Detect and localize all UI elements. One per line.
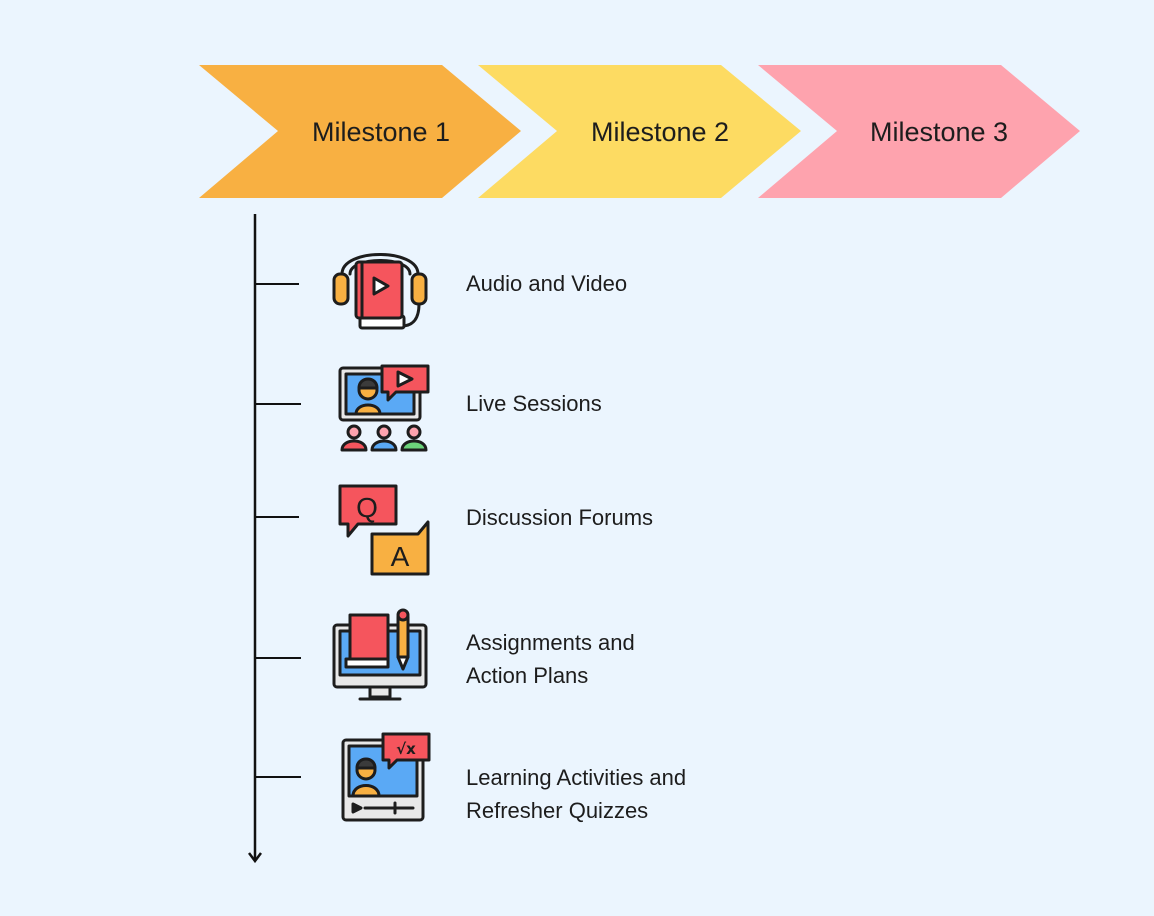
milestone-chevrons	[199, 65, 1080, 198]
item-label-line: Action Plans	[466, 663, 589, 688]
item-label-line: Live Sessions	[466, 391, 602, 416]
timeline-axis	[248, 214, 301, 864]
svg-text:A: A	[391, 541, 410, 572]
svg-text:√x: √x	[396, 740, 416, 758]
item-label-assignments: Assignments and Action Plans	[466, 626, 635, 692]
question-answer-bubbles-icon: Q A	[338, 484, 430, 576]
item-label-discussion-forums: Discussion Forums	[466, 501, 653, 534]
item-label-line: Discussion Forums	[466, 505, 654, 530]
monitor-book-pencil-icon	[332, 608, 428, 701]
svg-text:Q: Q	[356, 492, 378, 523]
milestone-1-label: Milestone 1	[311, 117, 451, 147]
item-label-line: Audio and Video	[466, 271, 628, 296]
headphones-video-book-icon	[332, 253, 428, 330]
video-lesson-math-icon: √x	[341, 732, 431, 822]
live-session-monitor-icon	[338, 364, 430, 452]
milestone-3-label: Milestone 3	[869, 117, 1009, 147]
item-label-line: Learning Activities and	[466, 765, 687, 790]
item-label-live-sessions: Live Sessions	[466, 387, 602, 420]
item-label-learning-activities: Learning Activities and Refresher Quizze…	[466, 761, 686, 827]
milestone-2-chevron	[478, 65, 801, 198]
item-label-audio-video: Audio and Video	[466, 267, 627, 300]
item-label-line: Refresher Quizzes	[466, 798, 649, 823]
milestone-3-chevron	[758, 65, 1080, 198]
milestone-1-chevron	[199, 65, 521, 198]
timeline-arrowhead	[248, 852, 262, 864]
milestone-2-label: Milestone 2	[590, 117, 730, 147]
item-label-line: Assignments and	[466, 630, 635, 655]
